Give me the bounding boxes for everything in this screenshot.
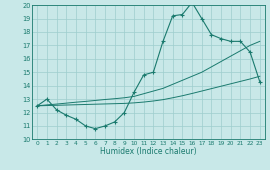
- X-axis label: Humidex (Indice chaleur): Humidex (Indice chaleur): [100, 147, 197, 156]
